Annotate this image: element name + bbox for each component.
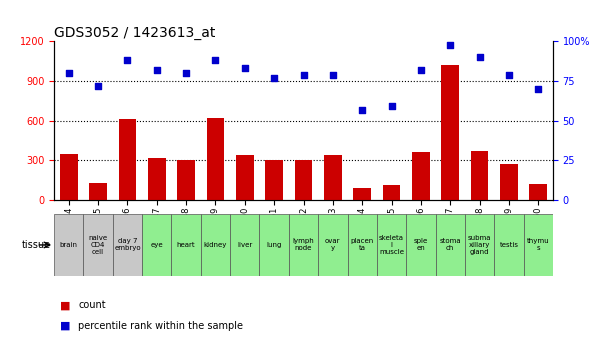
Point (240, 66, 249, 71)
Point (445, 42, 455, 47)
Bar (289, 214, 318, 276)
Text: lung: lung (266, 242, 282, 248)
Bar (177, 160, 195, 200)
Bar (60, 154, 78, 200)
Point (299, 72, 308, 78)
Text: day 7
embryо: day 7 embryо (114, 238, 141, 252)
Bar (500, 164, 517, 200)
Point (123, 58, 132, 63)
Point (93, 83, 103, 89)
Bar (494, 214, 523, 276)
Bar (266, 160, 283, 200)
Bar (377, 214, 406, 276)
Bar (318, 214, 347, 276)
Bar (465, 214, 494, 276)
Bar (207, 118, 224, 200)
Bar (523, 214, 553, 276)
Text: sple
en: sple en (413, 238, 428, 252)
Bar (201, 214, 230, 276)
Bar (324, 155, 341, 200)
Bar (294, 160, 313, 200)
Bar (54, 214, 84, 276)
Text: subma
xillary
gland: subma xillary gland (468, 235, 491, 255)
Text: naive
CD4
cell: naive CD4 cell (88, 235, 108, 255)
Point (152, 67, 162, 73)
Point (504, 72, 514, 78)
Text: thymu
s: thymu s (527, 238, 549, 252)
Text: kidney: kidney (204, 242, 227, 248)
Bar (236, 155, 254, 200)
Point (182, 70, 191, 76)
Bar (383, 185, 400, 200)
Bar (406, 214, 436, 276)
Bar (347, 214, 377, 276)
Point (534, 86, 543, 92)
Text: ovar
y: ovar y (325, 238, 341, 252)
Bar (113, 214, 142, 276)
Text: stoma
ch: stoma ch (439, 238, 461, 252)
Text: testis: testis (499, 242, 519, 248)
Point (386, 104, 396, 109)
Bar (84, 214, 113, 276)
Text: eye: eye (150, 242, 163, 248)
Point (269, 75, 279, 81)
Point (211, 58, 221, 63)
Bar (171, 214, 201, 276)
Text: skeleta
l
muscle: skeleta l muscle (379, 235, 404, 255)
Bar (118, 119, 136, 200)
Text: lymph
node: lymph node (293, 238, 314, 252)
Bar (230, 214, 260, 276)
Bar (441, 65, 459, 200)
Text: count: count (78, 300, 106, 310)
Bar (436, 214, 465, 276)
Point (328, 72, 338, 78)
Bar (148, 158, 166, 200)
Bar (529, 184, 547, 200)
Bar (260, 214, 289, 276)
Text: tissue: tissue (22, 240, 51, 250)
Bar (142, 214, 171, 276)
Point (64, 70, 73, 76)
Text: heart: heart (177, 242, 195, 248)
Text: percentile rank within the sample: percentile rank within the sample (78, 321, 243, 331)
Text: placen
ta: placen ta (350, 238, 374, 252)
Bar (90, 183, 107, 200)
Bar (412, 152, 430, 200)
Text: brain: brain (59, 242, 78, 248)
Text: liver: liver (237, 242, 252, 248)
Text: ■: ■ (60, 321, 70, 331)
Bar (353, 188, 371, 200)
Bar (471, 151, 489, 200)
Point (358, 107, 367, 112)
Point (416, 67, 426, 73)
Text: ■: ■ (60, 300, 70, 310)
Point (475, 55, 484, 60)
Text: GDS3052 / 1423613_at: GDS3052 / 1423613_at (54, 26, 216, 40)
